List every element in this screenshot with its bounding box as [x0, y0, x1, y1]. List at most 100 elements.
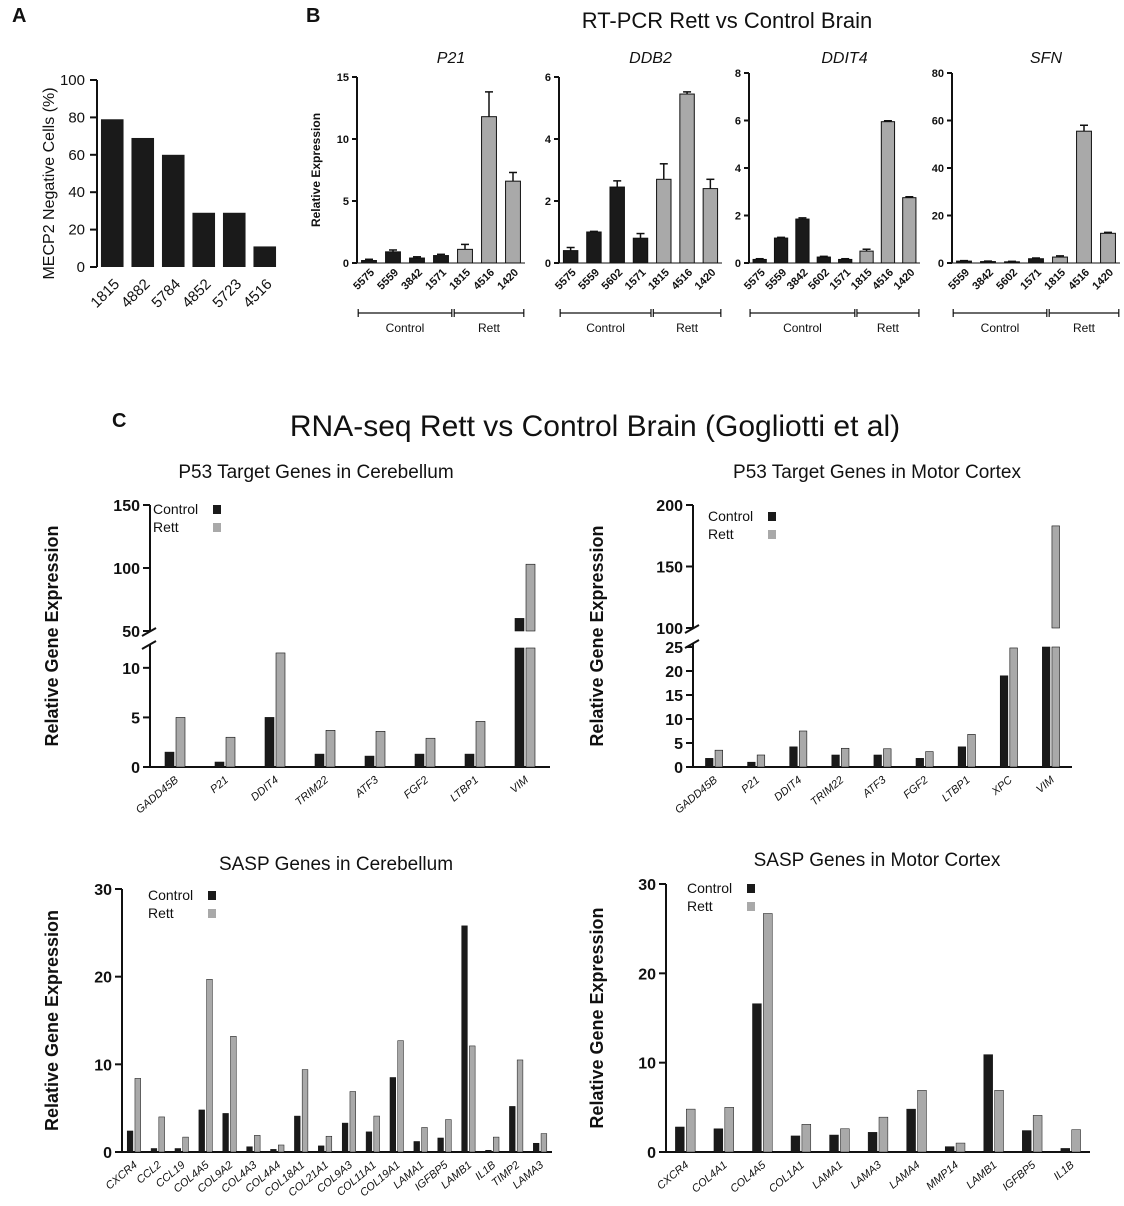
- c-bar: [841, 747, 850, 768]
- c-bar: [1060, 1148, 1070, 1153]
- b-bar: [838, 258, 853, 264]
- b-x-tick-label: 5575: [553, 267, 579, 293]
- b-x-tick-label: 4516: [471, 267, 497, 293]
- c-legend-label: Control: [687, 880, 732, 896]
- c-bar: [533, 1142, 540, 1153]
- b-x-tick-label: 5575: [742, 267, 768, 293]
- c-bar: [831, 754, 840, 768]
- b-y-tick-label: 6: [545, 72, 551, 84]
- c-bar: [540, 1133, 548, 1153]
- c-bar: [461, 925, 468, 1153]
- c-bar: [341, 1122, 349, 1153]
- c-x-tick-label: LAMB1: [964, 1159, 999, 1191]
- c-bar: [214, 761, 225, 768]
- c-bar: [752, 1003, 762, 1153]
- c-x-tick-label: IL1B: [1052, 1159, 1077, 1183]
- c-bar: [983, 1054, 993, 1153]
- a-bar: [222, 212, 246, 267]
- b-bar: [385, 251, 401, 264]
- c-bar: [365, 1131, 373, 1153]
- c-bar: [994, 1090, 1004, 1153]
- b-x-tick-label: 4516: [870, 267, 896, 293]
- b-y-tick-label: 80: [932, 68, 944, 80]
- a-bar: [161, 154, 185, 267]
- c-bar: [373, 1115, 380, 1153]
- b-x-tick-label: 1420: [1090, 267, 1116, 293]
- c-y-tick-label: 10: [638, 1056, 656, 1073]
- a-x-tick-label: 4516: [240, 276, 276, 312]
- c-bar: [714, 749, 723, 768]
- c-bar: [364, 755, 375, 768]
- b-gene-title: DDIT4: [821, 50, 867, 67]
- c-x-tick-label: TRIM22: [293, 774, 331, 808]
- a-y-tick-label: 80: [68, 109, 85, 126]
- b-bar: [902, 197, 917, 264]
- c-bar: [175, 717, 186, 768]
- c-x-tick-label: COL1A1: [767, 1159, 807, 1195]
- panel-label-c: C: [112, 410, 126, 432]
- c-bar: [230, 1036, 237, 1153]
- c-bar: [516, 1059, 524, 1153]
- c-bar: [314, 753, 325, 768]
- b-bar: [609, 186, 625, 264]
- c-bar: [198, 1109, 205, 1153]
- c-bar: [325, 1135, 333, 1153]
- b-x-tick-label: 1571: [1018, 267, 1044, 293]
- a-bar: [100, 119, 124, 268]
- b-group-label: Rett: [877, 321, 900, 335]
- a-x-tick-label: 4852: [179, 276, 215, 312]
- b-y-tick-label: 5: [343, 196, 349, 208]
- c-bar: [1009, 647, 1018, 768]
- b-group-label: Rett: [478, 321, 501, 335]
- c-bar: [763, 913, 773, 1153]
- c-bar: [318, 1145, 325, 1153]
- b-bar: [562, 250, 579, 264]
- c-x-tick-label: LTBP1: [940, 774, 973, 804]
- panel-label-b: B: [306, 5, 320, 27]
- c-y-tick-label: 10: [665, 712, 683, 729]
- b-y-tick-label: 4: [735, 163, 742, 175]
- c-bar: [164, 751, 175, 768]
- c-bar: [867, 1132, 878, 1153]
- c-bar: [389, 1077, 396, 1153]
- c-y-tick-label: 0: [131, 760, 140, 777]
- c-bar: [437, 1137, 444, 1153]
- c-bar: [789, 746, 798, 768]
- b-x-tick-label: 1420: [693, 267, 719, 293]
- b-group-label: Control: [783, 321, 822, 335]
- c-x-tick-label: VIM: [508, 774, 531, 796]
- b-bar: [816, 256, 831, 264]
- c-legend-swatch: [747, 902, 755, 911]
- b-bar: [1076, 130, 1092, 264]
- b-x-tick-label: 1420: [892, 267, 918, 293]
- a-x-tick-label: 5784: [148, 276, 184, 312]
- c-bar: [325, 730, 336, 768]
- c-chart-title: P53 Target Genes in Motor Cortex: [733, 462, 1021, 483]
- c-y-tick-label: 25: [665, 640, 683, 657]
- c-bar: [174, 1148, 181, 1153]
- b-x-tick-label: 1815: [447, 267, 473, 293]
- b-y-tick-label: 40: [932, 163, 944, 175]
- c-x-tick-label: FGF2: [901, 774, 930, 801]
- c-legend-swatch: [208, 891, 216, 900]
- c-y-tick-label: 100: [656, 621, 683, 638]
- c-bar: [421, 1127, 428, 1153]
- c-x-tick-label: CXCR4: [104, 1159, 140, 1192]
- c-bar: [967, 734, 976, 768]
- c-bar: [425, 737, 436, 768]
- c-y-axis-title: Relative Gene Expression: [587, 525, 607, 746]
- c-x-tick-label: LAMA4: [887, 1159, 922, 1191]
- b-y-tick-label: 15: [337, 72, 349, 84]
- c-bar: [294, 1115, 301, 1153]
- c-y-axis-title: Relative Gene Expression: [42, 910, 62, 1131]
- c-y-tick-label: 20: [638, 966, 656, 983]
- c-bar: [150, 1148, 158, 1153]
- b-gene-title: DDB2: [629, 50, 672, 67]
- b-x-tick-label: 5559: [375, 267, 401, 293]
- a-bar: [192, 212, 216, 267]
- b-x-tick-label: 1420: [495, 267, 521, 293]
- b-y-tick-label: 2: [545, 196, 551, 208]
- c-bar: [756, 754, 766, 768]
- c-bar: [206, 979, 213, 1153]
